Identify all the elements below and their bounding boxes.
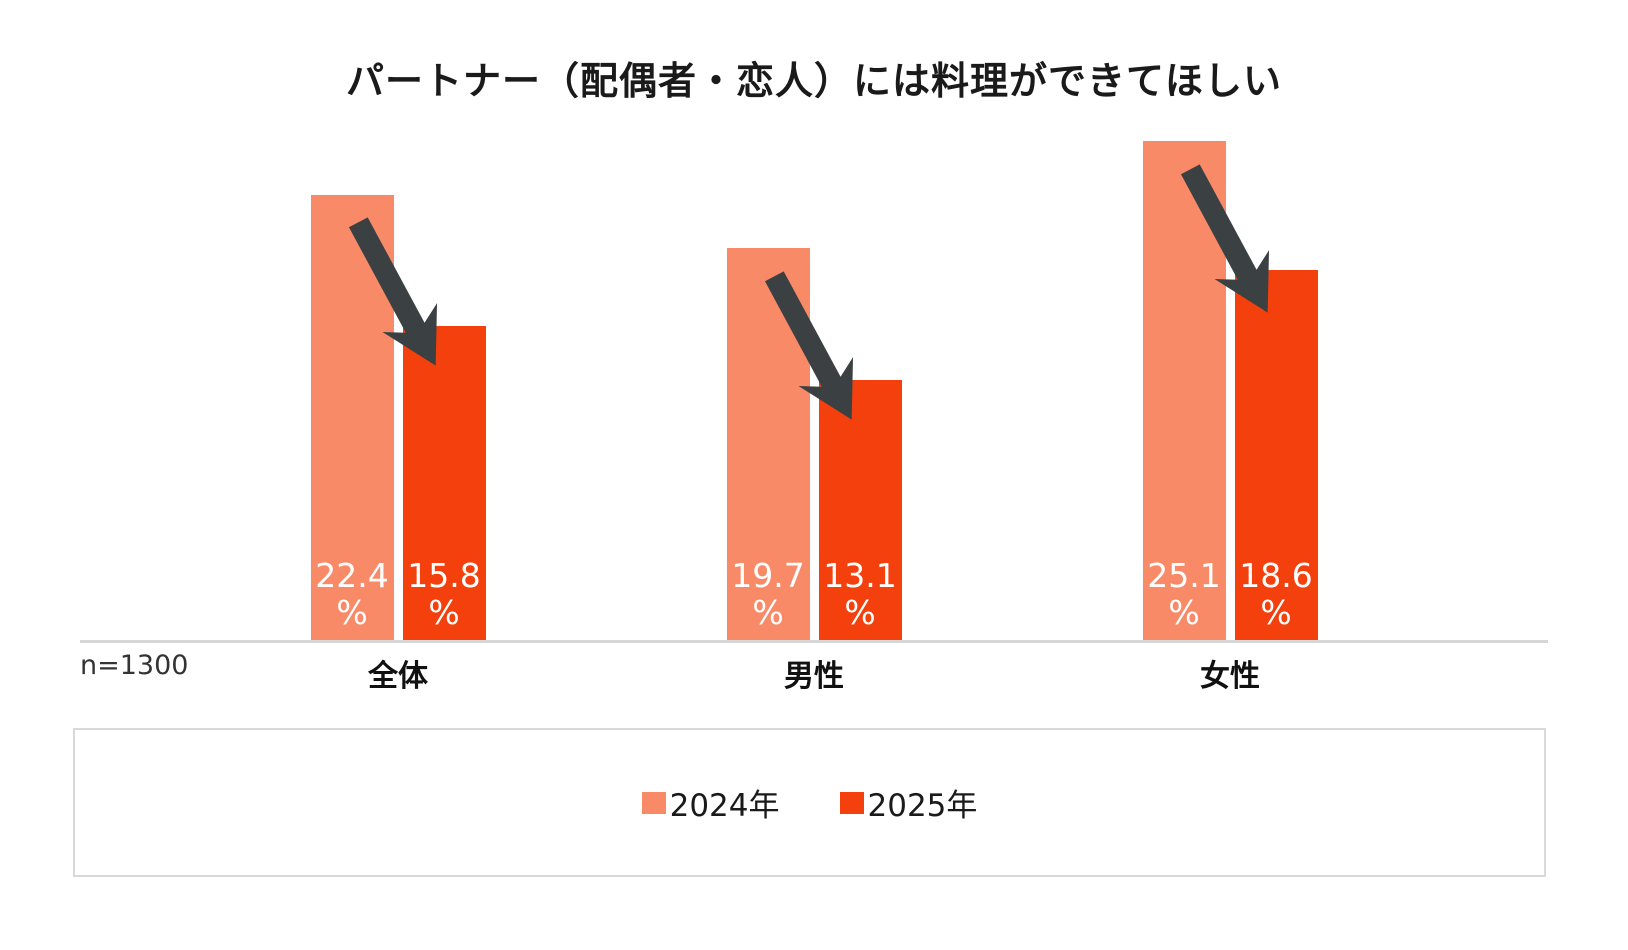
bar-2025-overall: 15.8%: [402, 326, 486, 641]
bar-group-female: 25.1% 18.6% 女性: [1142, 43, 1318, 694]
plot-area: 22.4% 15.8% 全体 19.7% 13.1% 男性 25.1% 18.6% 女性: [80, 43, 1548, 694]
legend-swatch-2025: [839, 791, 864, 814]
bar-value-label-2025-female: 18.6%: [1239, 556, 1313, 632]
legend-item-2025: 2025年: [839, 780, 978, 825]
legend-item-2024: 2024年: [641, 780, 780, 825]
chart-title: パートナー（配偶者・恋人）には料理ができてほしい: [345, 59, 1282, 103]
decrease-arrow-icon-female: [1180, 164, 1269, 313]
legend-box: 2024年 2025年: [73, 728, 1546, 877]
bar-groups: 22.4% 15.8% 全体 19.7% 13.1% 男性 25.1% 18.6% 女性: [80, 43, 1548, 694]
legend-label-2024: 2024年: [669, 788, 780, 824]
decrease-arrow-icon-overall: [348, 217, 437, 367]
bar-group-overall: 22.4% 15.8% 全体: [310, 43, 486, 694]
legend-items: 2024年 2025年: [641, 780, 978, 825]
decrease-arrow-icon-male: [764, 271, 853, 420]
bar-value-label-2024-male: 19.7%: [731, 556, 805, 632]
bar-2025-female: 18.6%: [1234, 270, 1318, 641]
category-label-male: 男性: [784, 659, 844, 694]
bar-value-label-2024-overall: 22.4%: [315, 556, 389, 632]
bar-value-label-2024-female: 25.1%: [1147, 556, 1221, 632]
category-label-overall: 全体: [368, 659, 428, 694]
sample-size-note: n=1300: [80, 650, 189, 681]
bar-value-label-2025-overall: 15.8%: [407, 556, 481, 632]
legend-label-2025: 2025年: [867, 788, 978, 824]
bar-2025-male: 13.1%: [818, 379, 902, 641]
x-axis-line: [80, 640, 1548, 643]
bar-group-male: 19.7% 13.1% 男性: [726, 43, 902, 694]
legend-swatch-2024: [641, 791, 666, 814]
bar-value-label-2025-male: 13.1%: [823, 556, 897, 632]
category-label-female: 女性: [1200, 659, 1260, 694]
